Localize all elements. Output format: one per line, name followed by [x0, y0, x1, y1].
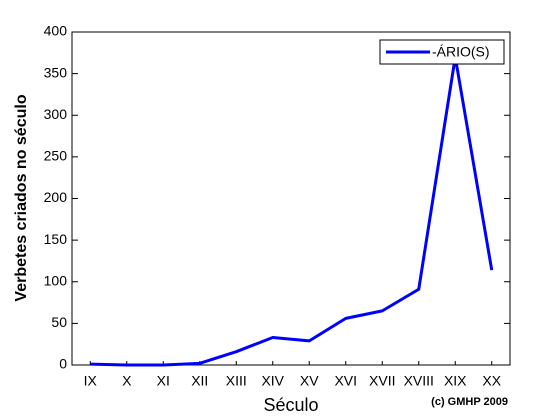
legend-label: -ÁRIO(S) — [432, 44, 490, 60]
x-tick-label: XII — [191, 373, 208, 389]
y-tick-label: 50 — [51, 314, 67, 330]
x-tick-label: XIV — [261, 373, 284, 389]
x-tick-label: XIII — [226, 373, 247, 389]
x-tick-label: XVIII — [404, 373, 434, 389]
annotation: (c) GMHP 2009 — [431, 396, 508, 408]
plot-frame — [71, 31, 511, 366]
y-tick-label: 200 — [44, 189, 68, 205]
x-tick-label: XX — [482, 373, 501, 389]
y-tick-label: 100 — [44, 272, 68, 288]
y-tick-label: 0 — [59, 356, 67, 372]
x-tick-label: X — [122, 373, 132, 389]
x-tick-label: XVI — [334, 373, 357, 389]
y-tick-label: 250 — [44, 148, 68, 164]
x-tick-label: XIX — [444, 373, 467, 389]
x-tick-label: XVII — [369, 373, 395, 389]
y-tick-label: 350 — [44, 64, 68, 80]
x-tick-label: IX — [84, 373, 98, 389]
x-axis-label: Século — [263, 395, 318, 415]
x-tick-label: XI — [157, 373, 170, 389]
y-tick-label: 150 — [44, 231, 68, 247]
y-tick-label: 400 — [44, 23, 68, 39]
y-tick-label: 300 — [44, 106, 68, 122]
y-axis-label: Verbetes criados no século — [13, 94, 30, 301]
x-tick-label: XV — [300, 373, 319, 389]
line-series — [90, 55, 494, 367]
